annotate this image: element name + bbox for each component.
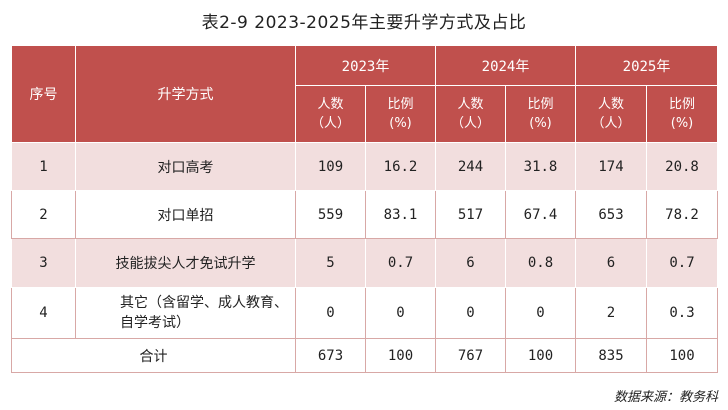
cell-count-2024: 6	[435, 238, 506, 288]
cell-count-2023: 5	[295, 238, 366, 288]
header-method: 升学方式	[75, 45, 296, 143]
cell-ratio-2023: 83.1	[365, 190, 436, 239]
cell-method: 对口单招	[75, 190, 296, 239]
header-row-years: 序号 升学方式 2023年 2024年 2025年	[11, 45, 718, 143]
header-count-2025: 人数 （人）	[575, 85, 647, 143]
cell-count-2025: 174	[575, 142, 647, 191]
cell-ratio-2023: 0.7	[365, 238, 436, 288]
header-year-2024: 2024年	[435, 45, 576, 86]
cell-seq: 3	[11, 238, 76, 288]
cell-seq: 2	[11, 190, 76, 239]
cell-count-2025: 653	[575, 190, 647, 239]
table-title: 表2-9 2023-2025年主要升学方式及占比	[201, 13, 527, 33]
cell-count-2023: 559	[295, 190, 366, 239]
table-row: 1 对口高考 109 16.2 244 31.8 174 20.8	[11, 142, 718, 191]
header-year-2023: 2023年	[295, 45, 436, 86]
header-count-2023: 人数 （人）	[295, 85, 366, 143]
cell-count-2023: 109	[295, 142, 366, 191]
header-ratio-2024: 比例 (%)	[505, 85, 576, 143]
table-row: 4 其它（含留学、成人教育、 自学考试） 0 0 0 0 2 0.3	[11, 287, 718, 339]
header-seq: 序号	[11, 45, 76, 143]
cell-ratio-2025: 78.2	[646, 190, 718, 239]
total-count-2024: 767	[435, 338, 506, 373]
cell-count-2025: 2	[575, 287, 647, 339]
enrollment-table: 序号 升学方式 2023年 2024年 2025年 人数 （人） 比例 (%) 人数…	[11, 45, 718, 373]
cell-ratio-2023: 0	[365, 287, 436, 339]
cell-count-2024: 244	[435, 142, 506, 191]
header-ratio-2025: 比例 (%)	[646, 85, 718, 143]
cell-seq: 1	[11, 142, 76, 191]
cell-ratio-2024: 67.4	[505, 190, 576, 239]
cell-count-2024: 0	[435, 287, 506, 339]
cell-ratio-2024: 0.8	[505, 238, 576, 288]
cell-count-2023: 0	[295, 287, 366, 339]
total-label: 合计	[11, 338, 296, 373]
total-count-2025: 835	[575, 338, 647, 373]
header-year-2025: 2025年	[575, 45, 718, 86]
cell-ratio-2025: 0.7	[646, 238, 718, 288]
cell-ratio-2025: 20.8	[646, 142, 718, 191]
data-source-note: 数据来源：教务科	[613, 390, 718, 405]
cell-method: 对口高考	[75, 142, 296, 191]
total-count-2023: 673	[295, 338, 366, 373]
total-ratio-2025: 100	[646, 338, 718, 373]
cell-count-2025: 6	[575, 238, 647, 288]
total-ratio-2023: 100	[365, 338, 436, 373]
cell-method: 技能拔尖人才免试升学	[75, 238, 296, 288]
header-count-2024: 人数 （人）	[435, 85, 506, 143]
cell-method: 其它（含留学、成人教育、 自学考试）	[75, 287, 296, 339]
cell-ratio-2025: 0.3	[646, 287, 718, 339]
cell-ratio-2024: 31.8	[505, 142, 576, 191]
cell-ratio-2024: 0	[505, 287, 576, 339]
table-row: 3 技能拔尖人才免试升学 5 0.7 6 0.8 6 0.7	[11, 238, 718, 288]
table-row: 2 对口单招 559 83.1 517 67.4 653 78.2	[11, 190, 718, 239]
total-row: 合计 673 100 767 100 835 100	[11, 338, 718, 373]
total-ratio-2024: 100	[505, 338, 576, 373]
header-ratio-2023: 比例 (%)	[365, 85, 436, 143]
cell-ratio-2023: 16.2	[365, 142, 436, 191]
cell-seq: 4	[11, 287, 76, 339]
header-row-metrics: 人数 （人） 比例 (%) 人数 （人） 比例 (%) 人数 （人） 比例 (%)	[12, 85, 718, 143]
cell-count-2024: 517	[435, 190, 506, 239]
